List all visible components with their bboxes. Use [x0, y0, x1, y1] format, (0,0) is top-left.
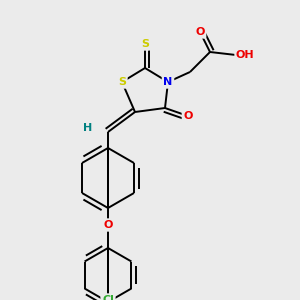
- Text: S: S: [118, 77, 126, 87]
- Text: Cl: Cl: [102, 295, 114, 300]
- Text: O: O: [103, 220, 113, 230]
- Text: N: N: [164, 77, 172, 87]
- Text: O: O: [195, 27, 205, 37]
- Text: H: H: [83, 123, 93, 133]
- Text: S: S: [141, 39, 149, 49]
- Text: O: O: [183, 111, 193, 121]
- Text: OH: OH: [236, 50, 255, 60]
